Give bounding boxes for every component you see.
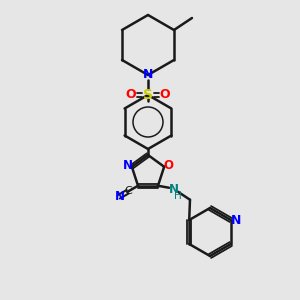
Text: N: N <box>115 190 125 203</box>
Text: H: H <box>174 191 182 201</box>
Text: N: N <box>169 183 179 196</box>
Text: S: S <box>143 88 153 102</box>
Text: N: N <box>123 159 133 172</box>
Text: O: O <box>163 159 173 172</box>
Text: N: N <box>231 214 241 226</box>
Text: O: O <box>126 88 136 101</box>
Text: O: O <box>160 88 170 101</box>
Text: C: C <box>125 186 133 196</box>
Text: N: N <box>143 68 153 82</box>
